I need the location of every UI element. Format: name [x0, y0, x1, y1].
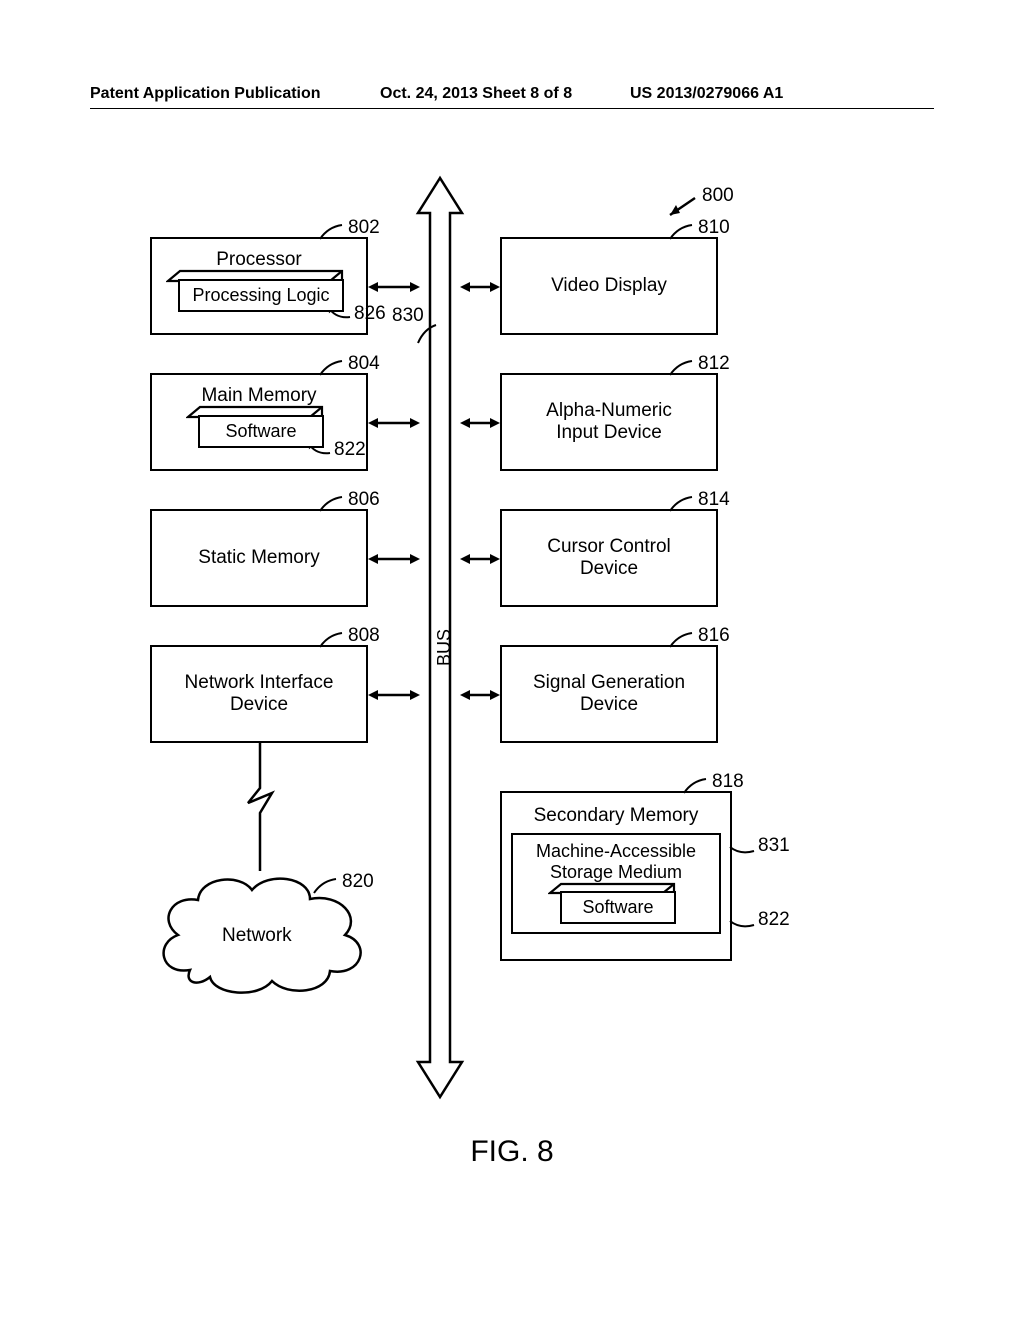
header-right: US 2013/0279066 A1 [630, 85, 783, 103]
lightning-connector [240, 743, 290, 873]
conn-processor [368, 279, 420, 295]
software-3d-2: Software [556, 891, 676, 924]
ref-812: 812 [698, 353, 730, 375]
conn-video [460, 279, 500, 295]
network-iface-l2: Device [230, 694, 288, 716]
ref-822a: 822 [334, 439, 366, 461]
ref-822b: 822 [758, 909, 790, 931]
signal-gen-l1: Signal Generation [533, 672, 685, 694]
ref-831: 831 [758, 835, 790, 857]
conn-netif [368, 687, 420, 703]
alpha-numeric-box: Alpha-Numeric Input Device [500, 373, 718, 471]
tick-808 [318, 631, 346, 649]
software-label-1: Software [198, 415, 324, 448]
ref-820: 820 [342, 871, 374, 893]
ref-810: 810 [698, 217, 730, 239]
conn-cursor [460, 551, 500, 567]
ref-800: 800 [702, 185, 734, 207]
tick-810 [668, 223, 696, 241]
alpha-numeric-l2: Input Device [556, 422, 662, 444]
secondary-memory-title: Secondary Memory [534, 805, 699, 827]
ref-800-arrow [660, 193, 700, 223]
secondary-memory-box: Secondary Memory Machine-Accessible Stor… [500, 791, 732, 961]
cursor-control-box: Cursor Control Device [500, 509, 718, 607]
network-label: Network [222, 925, 292, 947]
conn-signal [460, 687, 500, 703]
processing-logic-3d: Processing Logic [174, 279, 344, 312]
tick-816 [668, 631, 696, 649]
tick-822b [728, 917, 756, 931]
figure-8-diagram: BUS 800 Processor Processing Logic 802 8… [140, 175, 860, 1115]
video-display-box: Video Display [500, 237, 718, 335]
signal-gen-l2: Device [580, 694, 638, 716]
tick-831 [728, 843, 756, 857]
tick-806 [318, 495, 346, 513]
video-display-title: Video Display [551, 275, 667, 297]
header-center: Oct. 24, 2013 Sheet 8 of 8 [380, 85, 572, 103]
ref-804: 804 [348, 353, 380, 375]
conn-static [368, 551, 420, 567]
signal-gen-box: Signal Generation Device [500, 645, 718, 743]
software-3d: Software [194, 415, 324, 448]
ref-814: 814 [698, 489, 730, 511]
storage-medium-l1: Machine-Accessible [523, 841, 709, 862]
storage-medium-box: Machine-Accessible Storage Medium Softwa… [511, 833, 721, 934]
conn-mainmem [368, 415, 420, 431]
ref-808: 808 [348, 625, 380, 647]
ref-816: 816 [698, 625, 730, 647]
software-label-2: Software [560, 891, 676, 924]
cursor-control-l2: Device [580, 558, 638, 580]
static-memory-box: Static Memory [150, 509, 368, 607]
processor-title: Processor [216, 249, 302, 271]
alpha-numeric-l1: Alpha-Numeric [546, 400, 672, 422]
tick-802 [318, 223, 346, 241]
tick-812 [668, 359, 696, 377]
cursor-control-l1: Cursor Control [547, 536, 671, 558]
ref-818: 818 [712, 771, 744, 793]
tick-814 [668, 495, 696, 513]
tick-804 [318, 359, 346, 377]
ref-826: 826 [354, 303, 386, 325]
bus-label: BUS [434, 629, 455, 666]
conn-alpha [460, 415, 500, 431]
figure-label: FIG. 8 [470, 1135, 553, 1169]
storage-medium-l2: Storage Medium [523, 862, 709, 883]
static-memory-title: Static Memory [198, 547, 319, 569]
header-left: Patent Application Publication [90, 85, 321, 103]
main-memory-title: Main Memory [201, 385, 316, 407]
network-iface-l1: Network Interface [185, 672, 334, 694]
ref-802: 802 [348, 217, 380, 239]
ref-830: 830 [392, 305, 424, 327]
tick-818 [682, 777, 710, 795]
processing-logic-label: Processing Logic [178, 279, 344, 312]
ref-806: 806 [348, 489, 380, 511]
network-iface-box: Network Interface Device [150, 645, 368, 743]
tick-820 [312, 877, 340, 895]
header-rule [90, 108, 934, 109]
